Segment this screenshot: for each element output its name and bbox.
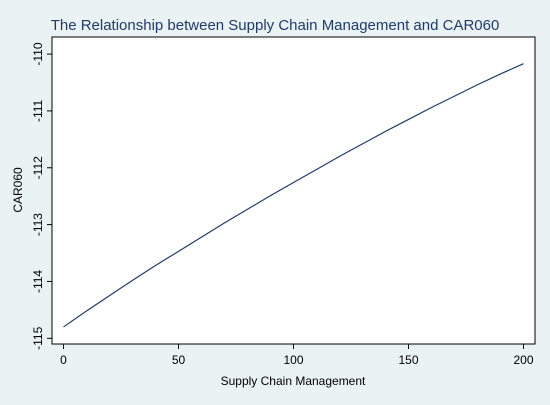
y-tick-label: -112: [31, 156, 45, 179]
y-tick-label: -110: [31, 42, 45, 65]
y-ticks: -115 -114 -113 -112 -111 -110: [31, 42, 52, 350]
y-tick-label: -114: [31, 270, 45, 293]
x-ticks: 0 50 100 150 200: [60, 344, 534, 367]
y-tick-label: -115: [31, 326, 45, 349]
x-tick-label: 150: [398, 353, 418, 367]
y-tick-label: -111: [31, 99, 45, 122]
series-line: [63, 63, 524, 328]
x-tick-label: 0: [60, 353, 67, 367]
x-axis-label: Supply Chain Management: [221, 374, 366, 388]
y-axis-label: CAR060: [11, 167, 25, 213]
x-tick-label: 50: [172, 353, 186, 367]
plot-area: [51, 36, 536, 345]
chart-title: The Relationship between Supply Chain Ma…: [51, 17, 500, 34]
y-tick-label: -113: [31, 213, 45, 236]
x-tick-label: 200: [513, 353, 533, 367]
x-tick-label: 100: [283, 353, 303, 367]
